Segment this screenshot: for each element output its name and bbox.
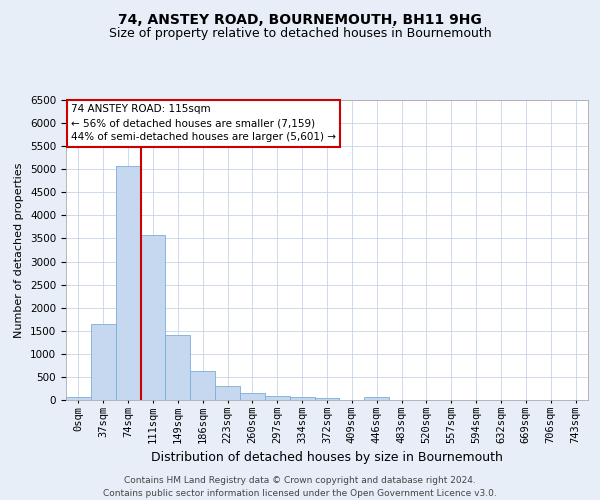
Bar — [240, 393, 265, 400]
Bar — [91, 324, 116, 400]
Bar — [290, 397, 314, 400]
Bar — [190, 372, 215, 400]
Bar — [215, 386, 240, 400]
Text: 74, ANSTEY ROAD, BOURNEMOUTH, BH11 9HG: 74, ANSTEY ROAD, BOURNEMOUTH, BH11 9HG — [118, 12, 482, 26]
Bar — [314, 398, 340, 400]
Bar — [116, 166, 140, 400]
X-axis label: Distribution of detached houses by size in Bournemouth: Distribution of detached houses by size … — [151, 452, 503, 464]
Text: Contains HM Land Registry data © Crown copyright and database right 2024.
Contai: Contains HM Land Registry data © Crown c… — [103, 476, 497, 498]
Bar — [364, 398, 389, 400]
Bar — [265, 396, 290, 400]
Y-axis label: Number of detached properties: Number of detached properties — [14, 162, 25, 338]
Text: 74 ANSTEY ROAD: 115sqm
← 56% of detached houses are smaller (7,159)
44% of semi-: 74 ANSTEY ROAD: 115sqm ← 56% of detached… — [71, 104, 336, 142]
Bar — [66, 396, 91, 400]
Bar — [140, 235, 166, 400]
Text: Size of property relative to detached houses in Bournemouth: Size of property relative to detached ho… — [109, 28, 491, 40]
Bar — [166, 335, 190, 400]
